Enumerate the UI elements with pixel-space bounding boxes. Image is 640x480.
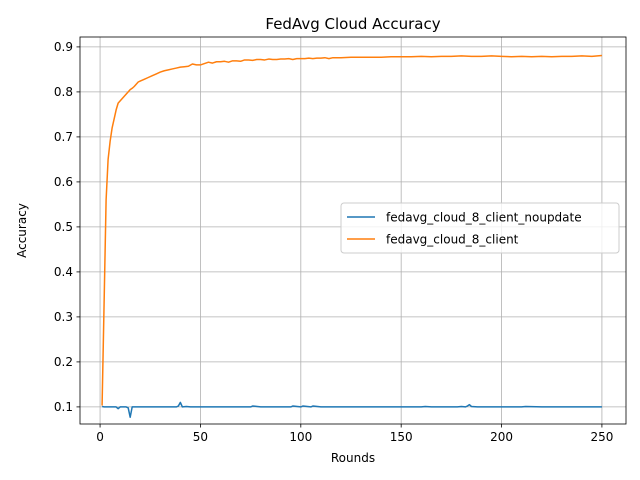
y-tick-label: 0.4 xyxy=(54,265,73,279)
x-tick-label: 200 xyxy=(490,430,513,444)
y-tick-label: 0.9 xyxy=(54,40,73,54)
chart-title: FedAvg Cloud Accuracy xyxy=(265,15,440,33)
legend-box xyxy=(340,202,620,254)
y-tick-label: 0.3 xyxy=(54,310,73,324)
y-tick-label: 0.2 xyxy=(54,355,73,369)
plot-lines xyxy=(101,54,602,418)
y-tick-label: 0.1 xyxy=(54,400,73,414)
legend-label-0: fedavg_cloud_8_client_noupdate xyxy=(386,211,582,225)
series-line-1 xyxy=(101,54,602,406)
x-axis-label: Rounds xyxy=(331,451,375,465)
legend: fedavg_cloud_8_client_noupdate fedavg_clo… xyxy=(340,202,620,254)
y-tick-label: 0.6 xyxy=(54,175,73,189)
y-tick-label: 0.5 xyxy=(54,220,73,234)
x-tick-label: 50 xyxy=(193,430,208,444)
x-tick-label: 0 xyxy=(96,430,104,444)
x-tick-label: 100 xyxy=(289,430,312,444)
plot-frame xyxy=(79,36,627,425)
x-tick-label: 250 xyxy=(590,430,613,444)
legend-label-1: fedavg_cloud_8_client xyxy=(386,233,519,247)
y-tick-label: 0.7 xyxy=(54,130,73,144)
x-tick-label: 150 xyxy=(390,430,413,444)
ticks: 0 50 100 150 200 250 0.1 0.2 0.3 0.4 0.5 0.6 0.7 0.8 0… xyxy=(54,40,613,444)
y-axis-label: Accuracy xyxy=(15,203,29,258)
y-tick-label: 0.8 xyxy=(54,85,73,99)
series-line-0 xyxy=(101,401,602,418)
